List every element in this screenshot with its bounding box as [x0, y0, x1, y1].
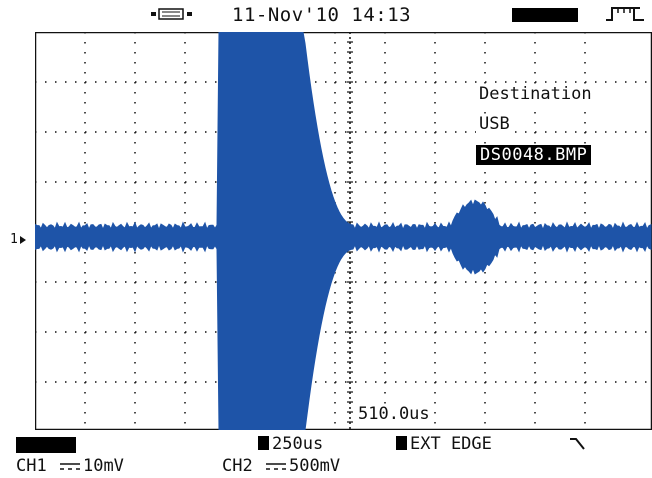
destination-title: Destination: [476, 84, 595, 104]
date-time: 11-Nov'10 14:13: [232, 4, 412, 26]
timebase-readout: 250us: [258, 434, 323, 454]
destination-filename: DS0048.BMP: [476, 145, 592, 165]
dc-coupling-icon: [265, 463, 286, 470]
ch1-trace: [35, 32, 652, 430]
status-bar: 250us EXT EDGE CH1 10mV CH2 500mV: [0, 432, 652, 478]
waveform-display: Destination USB DS0048.BMP 510.0us: [35, 32, 652, 430]
status-block: [512, 8, 578, 22]
usb-connection-icon: [151, 8, 192, 20]
dc-coupling-icon: [59, 463, 80, 470]
marker-arrow-icon: [19, 235, 26, 244]
destination-device: USB: [476, 114, 513, 134]
rising-edge-trigger-icon: [606, 7, 644, 21]
time-offset-readout: 510.0us: [356, 404, 432, 424]
channel-indicator-block: [16, 437, 76, 453]
falling-slope-icon: [570, 438, 585, 450]
header-bar: 11-Nov'10 14:13: [0, 0, 652, 28]
trigger-marker-icon: [396, 436, 407, 450]
timebase-marker-icon: [258, 436, 269, 450]
channel-1-marker: 1: [10, 232, 26, 247]
trigger-source: EXT EDGE: [396, 434, 492, 454]
ch1-scale: CH1 10mV: [16, 456, 124, 476]
ch2-scale: CH2 500mV: [222, 456, 341, 476]
